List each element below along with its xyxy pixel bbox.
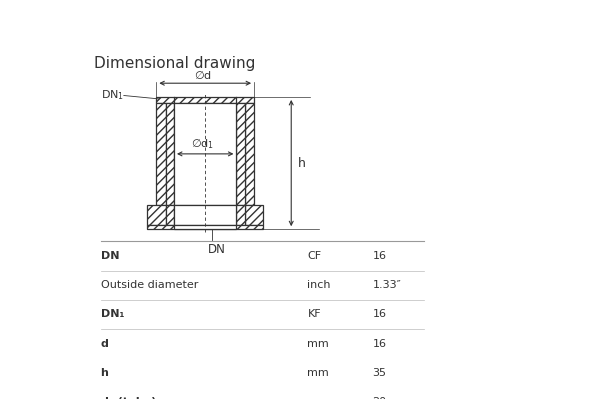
Text: DN: DN bbox=[208, 243, 226, 256]
Text: DN₁: DN₁ bbox=[101, 309, 124, 320]
Text: Dimensional drawing: Dimensional drawing bbox=[94, 55, 255, 71]
Text: 20: 20 bbox=[373, 397, 387, 399]
Text: inch: inch bbox=[308, 280, 331, 290]
Text: DN$_1$: DN$_1$ bbox=[101, 89, 124, 103]
Polygon shape bbox=[166, 103, 174, 205]
Polygon shape bbox=[147, 225, 263, 229]
Text: h: h bbox=[298, 156, 306, 170]
Text: 35: 35 bbox=[373, 368, 386, 378]
Text: $\varnothing$d: $\varnothing$d bbox=[194, 69, 212, 81]
Text: mm: mm bbox=[308, 397, 329, 399]
Polygon shape bbox=[245, 103, 254, 205]
Text: $\varnothing$d$_1$: $\varnothing$d$_1$ bbox=[191, 138, 214, 151]
Text: Outside diameter: Outside diameter bbox=[101, 280, 198, 290]
Polygon shape bbox=[245, 205, 263, 225]
Polygon shape bbox=[174, 225, 236, 229]
Text: 16: 16 bbox=[373, 339, 386, 349]
Text: 16: 16 bbox=[373, 309, 386, 320]
Polygon shape bbox=[174, 205, 236, 225]
Text: KF: KF bbox=[308, 309, 321, 320]
Text: 1.33″: 1.33″ bbox=[373, 280, 401, 290]
Text: 16: 16 bbox=[373, 251, 386, 261]
Polygon shape bbox=[166, 205, 174, 225]
Polygon shape bbox=[157, 103, 166, 205]
Polygon shape bbox=[236, 205, 245, 225]
Text: d: d bbox=[101, 339, 109, 349]
Polygon shape bbox=[174, 103, 236, 205]
Text: d₁ (tube): d₁ (tube) bbox=[101, 397, 156, 399]
Text: h: h bbox=[101, 368, 109, 378]
Text: mm: mm bbox=[308, 339, 329, 349]
Text: CF: CF bbox=[308, 251, 322, 261]
Polygon shape bbox=[157, 97, 254, 103]
Polygon shape bbox=[236, 103, 245, 205]
Text: mm: mm bbox=[308, 368, 329, 378]
Text: DN: DN bbox=[101, 251, 119, 261]
Polygon shape bbox=[147, 205, 166, 225]
